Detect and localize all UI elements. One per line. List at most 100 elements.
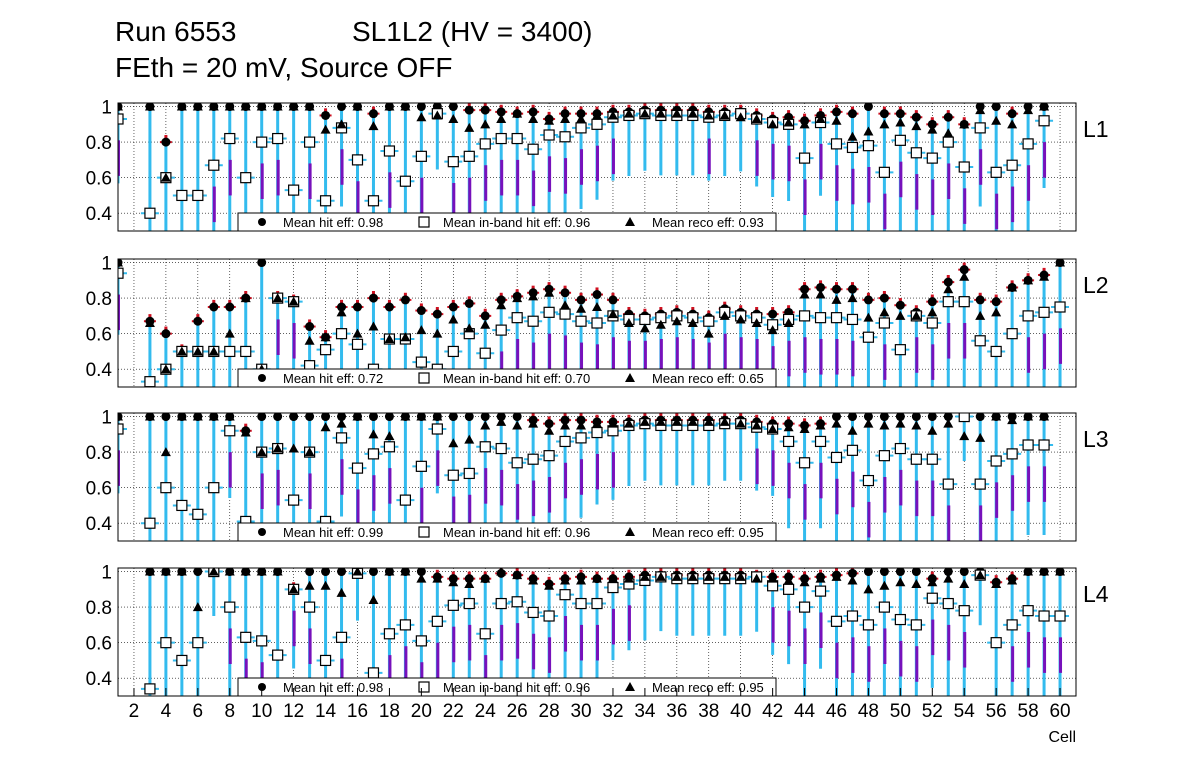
- inband-marker: [144, 683, 156, 695]
- reco-marker: [224, 413, 235, 421]
- inband-marker: [415, 460, 427, 472]
- hit-marker: [560, 288, 570, 298]
- reco-marker: [1039, 568, 1050, 576]
- hit-marker: [863, 413, 873, 422]
- inband-marker: [351, 338, 364, 350]
- reco-marker: [544, 115, 555, 125]
- reco-marker: [847, 425, 858, 435]
- inband-marker: [495, 132, 507, 145]
- reco-marker: [320, 580, 331, 590]
- inband-marker: [862, 474, 875, 487]
- reco-marker: [416, 112, 427, 122]
- x-tick-label: 30: [570, 701, 591, 722]
- reco-marker: [576, 114, 587, 123]
- hit-marker: [321, 110, 331, 120]
- x-tick-label: 8: [224, 701, 235, 722]
- legend-reco-marker: [625, 682, 635, 691]
- legend-box: [237, 522, 777, 542]
- reco-marker: [336, 119, 347, 129]
- x-tick-label: 56: [986, 701, 1007, 722]
- reco-marker: [496, 300, 507, 310]
- hit-marker: [209, 302, 219, 312]
- hit-marker: [895, 568, 905, 577]
- inband-marker: [1022, 439, 1034, 451]
- inband-marker: [527, 143, 539, 155]
- inband-marker: [447, 156, 459, 168]
- hit-marker: [448, 413, 458, 422]
- reco-marker: [991, 115, 1002, 125]
- y-tick-label: 0.6: [86, 325, 112, 346]
- inband-marker: [814, 312, 827, 324]
- inband-marker: [208, 159, 220, 171]
- reco-marker: [975, 105, 986, 115]
- reco-marker: [943, 418, 954, 428]
- reco-marker: [671, 108, 682, 118]
- reco-marker: [352, 413, 363, 421]
- panel-label: L3: [1083, 426, 1109, 452]
- inband-marker: [591, 597, 603, 610]
- reco-marker: [320, 332, 331, 342]
- reco-marker: [655, 571, 666, 581]
- hit-marker: [225, 302, 235, 312]
- inband-marker: [958, 296, 970, 308]
- hit-marker: [847, 413, 857, 422]
- hit-marker: [768, 309, 778, 319]
- inband-marker: [511, 457, 523, 469]
- x-tick-label: 40: [730, 701, 751, 722]
- panel-label: L1: [1083, 116, 1109, 142]
- legend-box: [237, 212, 777, 232]
- hit-marker: [337, 413, 347, 422]
- inband-marker: [447, 469, 459, 481]
- hit-marker: [959, 265, 969, 275]
- inband-marker: [479, 441, 491, 453]
- inband-marker: [1006, 448, 1018, 460]
- inband-marker: [335, 328, 348, 340]
- inband-marker: [463, 467, 475, 480]
- reco-marker: [144, 568, 155, 576]
- inband-marker: [192, 637, 204, 649]
- hit-marker: [161, 413, 171, 422]
- reco-marker: [879, 580, 890, 590]
- inband-marker: [543, 450, 555, 462]
- inband-marker: [256, 635, 268, 647]
- inband-marker: [240, 172, 252, 184]
- hit-marker: [368, 109, 378, 119]
- reco-marker: [480, 573, 491, 583]
- reco-marker: [751, 114, 762, 123]
- inband-marker: [367, 667, 380, 679]
- reco-marker: [512, 420, 523, 430]
- reco-marker: [336, 587, 347, 597]
- inband-marker: [559, 308, 571, 320]
- y-tick-label: 1: [101, 98, 112, 119]
- hit-marker: [161, 137, 171, 147]
- hit-marker: [943, 568, 953, 577]
- reco-marker: [719, 571, 730, 581]
- hit-marker: [959, 568, 969, 577]
- x-tick-label: 34: [634, 701, 656, 722]
- x-tick-label: 48: [858, 701, 879, 722]
- inband-marker: [591, 317, 603, 329]
- inband-marker: [878, 601, 891, 613]
- reco-marker: [240, 427, 251, 437]
- inband-marker: [495, 597, 507, 610]
- reco-marker: [815, 420, 826, 430]
- x-tick-label: 28: [539, 701, 560, 722]
- hit-marker: [847, 568, 857, 578]
- inband-marker: [367, 195, 380, 207]
- hit-marker: [528, 107, 538, 117]
- legend-hit-label: Mean hit eff: 0.98: [283, 680, 383, 695]
- inband-marker: [1006, 328, 1018, 340]
- y-tick-label: 0.8: [86, 598, 112, 619]
- inband-marker: [447, 345, 459, 358]
- hit-marker: [384, 302, 394, 312]
- x-tick-label: 36: [666, 701, 687, 722]
- inband-marker: [415, 150, 427, 162]
- reco-marker: [863, 312, 874, 322]
- reco-marker: [192, 602, 203, 612]
- reco-marker: [560, 420, 571, 430]
- inband-marker: [1038, 306, 1050, 318]
- reco-marker: [767, 325, 778, 335]
- legend-box: [237, 368, 777, 388]
- reco-marker: [911, 579, 922, 588]
- reco-marker: [448, 438, 459, 448]
